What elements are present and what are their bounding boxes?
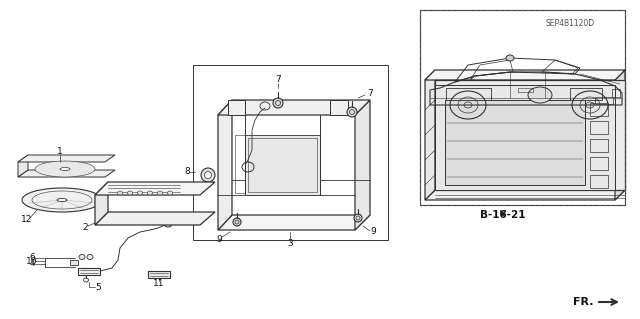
Polygon shape (445, 100, 585, 185)
Ellipse shape (87, 255, 93, 259)
Polygon shape (330, 100, 348, 115)
Polygon shape (425, 70, 625, 80)
Polygon shape (228, 100, 245, 115)
Ellipse shape (506, 55, 514, 61)
Polygon shape (245, 135, 320, 195)
Ellipse shape (79, 255, 85, 259)
Bar (590, 175, 608, 188)
Bar (193, 65, 388, 240)
Polygon shape (218, 215, 370, 230)
Bar (590, 157, 608, 170)
Text: 4: 4 (29, 259, 35, 269)
Ellipse shape (233, 218, 241, 226)
Bar (446, 88, 491, 100)
Text: 12: 12 (21, 216, 33, 225)
Polygon shape (18, 170, 115, 177)
Text: 5: 5 (95, 283, 101, 292)
Ellipse shape (35, 161, 95, 177)
Ellipse shape (528, 87, 552, 103)
Text: 7: 7 (367, 90, 373, 99)
Polygon shape (18, 155, 28, 177)
Ellipse shape (273, 98, 283, 108)
Polygon shape (435, 80, 625, 190)
Bar (518, 88, 533, 92)
Ellipse shape (354, 214, 362, 222)
Polygon shape (218, 100, 370, 115)
Ellipse shape (157, 191, 163, 195)
Polygon shape (95, 212, 215, 225)
Ellipse shape (118, 191, 122, 195)
Ellipse shape (168, 191, 173, 195)
Ellipse shape (127, 191, 132, 195)
Text: 3: 3 (287, 239, 293, 248)
Ellipse shape (22, 188, 102, 212)
Bar (590, 139, 608, 152)
Text: SEP4B1120D: SEP4B1120D (545, 19, 595, 27)
Bar (595, 97, 613, 104)
Text: 11: 11 (153, 278, 164, 287)
Ellipse shape (147, 191, 152, 195)
Polygon shape (78, 268, 100, 275)
Ellipse shape (60, 167, 70, 170)
Text: 8: 8 (184, 167, 190, 176)
Polygon shape (425, 190, 625, 200)
Bar (420, 10, 625, 205)
Bar (590, 121, 608, 134)
Text: B-16-21: B-16-21 (480, 210, 525, 220)
Ellipse shape (164, 221, 172, 227)
Ellipse shape (201, 168, 215, 182)
Polygon shape (95, 182, 108, 225)
Polygon shape (355, 100, 370, 230)
Bar (570, 88, 602, 100)
Polygon shape (425, 70, 435, 200)
Polygon shape (615, 70, 625, 200)
Polygon shape (148, 271, 170, 278)
Ellipse shape (138, 191, 143, 195)
Text: FR.: FR. (573, 297, 594, 307)
Text: 10: 10 (26, 256, 38, 265)
Polygon shape (95, 182, 215, 195)
Bar (612, 89, 620, 97)
Polygon shape (435, 85, 615, 190)
Ellipse shape (57, 198, 67, 202)
Text: 9: 9 (370, 227, 376, 236)
Bar (420, 10, 625, 205)
Text: 2: 2 (82, 224, 88, 233)
Polygon shape (70, 260, 78, 265)
Text: 6: 6 (29, 254, 35, 263)
Ellipse shape (347, 107, 357, 117)
Text: 1: 1 (57, 147, 63, 157)
Ellipse shape (205, 172, 211, 179)
Polygon shape (218, 100, 232, 230)
Bar (590, 103, 608, 116)
Text: 9: 9 (216, 234, 222, 243)
Text: 7: 7 (275, 76, 281, 85)
Polygon shape (18, 155, 115, 162)
